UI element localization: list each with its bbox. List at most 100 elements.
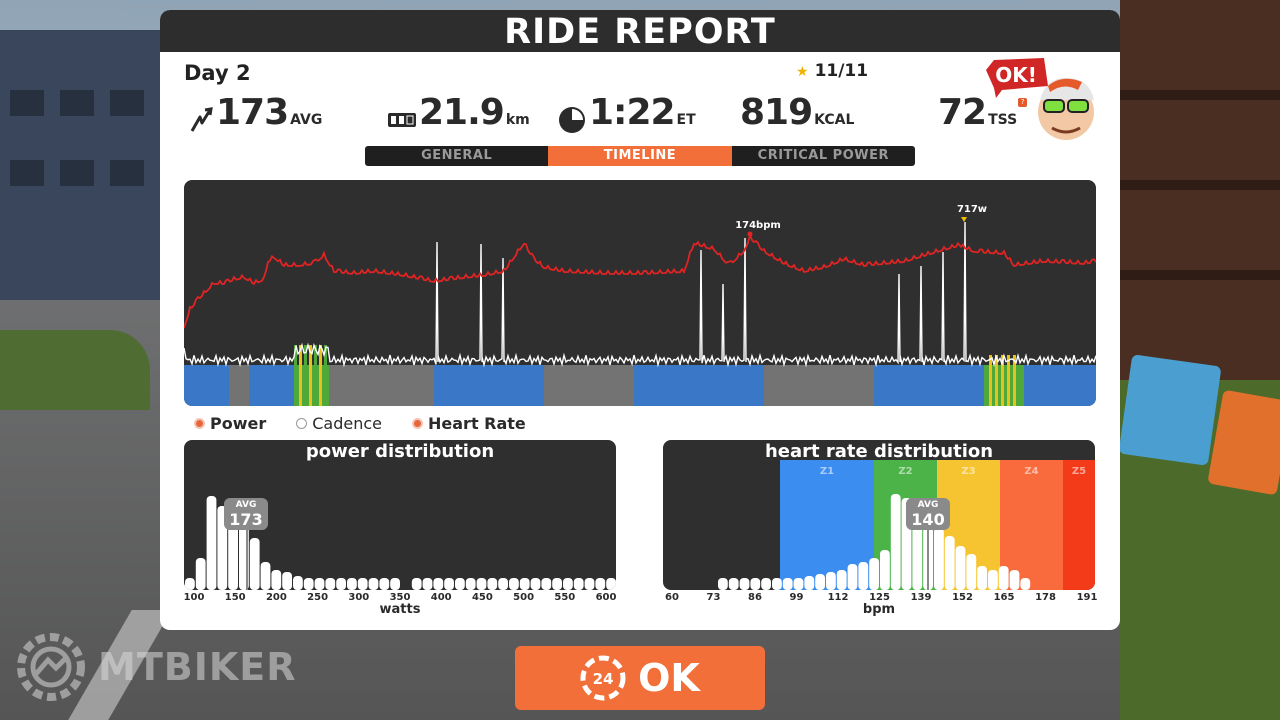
power-histogram-bar	[390, 578, 400, 590]
hr-histogram-bar	[998, 566, 1009, 590]
panel-title: RIDE REPORT	[160, 10, 1120, 52]
grass-left	[0, 330, 150, 410]
stat-tss: 72 TSS?	[938, 92, 1028, 136]
distance-value: 21.9	[419, 92, 505, 133]
ride-report-panel: RIDE REPORT Day 2 ★ 11/11 173 AVG 21.9 km 1…	[160, 10, 1120, 630]
mtbiker-watermark: MTBIKER	[14, 630, 297, 704]
hr-tick-label: 60	[665, 592, 679, 603]
zone-band	[229, 365, 249, 406]
tss-info-icon[interactable]: ?	[1018, 98, 1028, 107]
cadence-radio[interactable]	[296, 418, 308, 429]
hr-peak-marker	[747, 231, 753, 237]
hr-avg-value: 140	[911, 510, 945, 529]
power-peak-marker	[961, 217, 967, 222]
legend-heart-rate-toggle[interactable]: Heart Rate	[412, 414, 526, 433]
hr-axis-unit: bpm	[862, 602, 896, 617]
hr-zone-label: Z4	[1024, 466, 1038, 477]
zone-band	[634, 365, 764, 406]
power-tick-label: 100	[183, 592, 205, 603]
hr-histogram-bar	[944, 536, 955, 590]
hr-histogram-bar	[966, 554, 977, 590]
ok-button[interactable]: 24 OK	[515, 646, 765, 710]
hr-zone-label: Z3	[961, 466, 975, 477]
hr-histogram-bar	[793, 578, 804, 590]
hr-tick-label: 152	[952, 592, 973, 603]
zone-band	[184, 365, 229, 406]
hr-zone-band	[1063, 460, 1095, 590]
tss-unit: TSS	[988, 112, 1018, 128]
zone-stripe	[324, 345, 327, 406]
distance-unit: km	[505, 112, 530, 128]
power-axis-ticks: 100 150 200 250 300 350 400 450 500 550 600	[183, 592, 617, 604]
ride-timeline-chart[interactable]: 174bpm 717w	[184, 180, 1096, 406]
power-tick-label: 450	[471, 592, 493, 603]
power-tick-label: 550	[554, 592, 576, 603]
power-histogram-bar	[552, 578, 562, 590]
building-right	[1120, 0, 1280, 380]
hr-tick-label: 112	[827, 592, 849, 603]
hr-histogram-bar	[1009, 570, 1020, 590]
zone-stripe	[1013, 355, 1016, 406]
hr-peak-label: 174bpm	[735, 220, 781, 231]
power-histogram-bar	[422, 578, 433, 590]
power-avg-value: 173	[229, 510, 263, 529]
zone-stripe	[314, 345, 317, 406]
tab-timeline[interactable]: TIMELINE	[548, 146, 732, 166]
report-tabs: GENERAL TIMELINE CRITICAL POWER	[365, 146, 915, 166]
power-histogram-bar	[303, 578, 314, 590]
zone-stripe	[319, 345, 322, 406]
legend-cadence-label: Cadence	[312, 414, 383, 433]
hr-histogram-bar	[739, 578, 750, 590]
elapsed-time-value: 1:22	[589, 92, 676, 133]
hr-tick-label: 86	[748, 592, 762, 603]
power-histogram-bar	[563, 578, 573, 590]
legend-cadence-toggle[interactable]: Cadence	[296, 414, 382, 433]
power-histogram-bar	[530, 578, 541, 590]
power-histogram-bar	[487, 578, 498, 590]
power-histogram-bar	[347, 578, 357, 590]
heart-rate-radio[interactable]	[412, 418, 424, 429]
zone-stripe	[1001, 355, 1004, 406]
power-tick-label: 600	[595, 592, 617, 603]
zone-stripe	[309, 345, 312, 406]
tab-general[interactable]: GENERAL	[365, 146, 549, 166]
power-tick-label: 350	[389, 592, 411, 603]
power-radio[interactable]	[194, 418, 205, 429]
stat-calories: 819 KCAL	[740, 92, 854, 136]
hr-tick-label: 125	[869, 592, 890, 603]
watermark-text: MTBIKER	[98, 645, 297, 689]
hr-histogram-bar	[761, 578, 771, 590]
stat-distance: 21.9 km	[387, 92, 530, 136]
hr-histogram-bar	[728, 578, 739, 590]
elapsed-time-unit: ET	[676, 112, 696, 128]
stars-collected: ★ 11/11	[796, 61, 868, 81]
hr-histogram-bar	[772, 578, 782, 590]
power-histogram-bar	[433, 578, 444, 590]
power-histogram-bar	[455, 578, 465, 590]
calories-unit: KCAL	[814, 112, 855, 128]
hr-distribution-title: heart rate distribution	[764, 441, 994, 462]
power-tick-label: 150	[224, 592, 246, 603]
power-axis-unit: watts	[379, 602, 421, 617]
power-histogram-bar	[379, 578, 390, 590]
legend-heart-rate-label: Heart Rate	[428, 414, 526, 433]
power-distribution-title: power distribution	[305, 441, 495, 462]
zone-stripe	[989, 355, 992, 406]
stars-count: 11/11	[814, 61, 869, 81]
power-histogram-bar	[411, 578, 422, 590]
ok-button-label: OK	[638, 656, 700, 700]
tss-value: 72	[938, 92, 987, 133]
tab-critical-power[interactable]: CRITICAL POWER	[731, 146, 915, 166]
power-histogram	[185, 496, 616, 590]
zone-stripe	[1007, 355, 1010, 406]
power-tick-label: 400	[430, 592, 452, 603]
power-histogram-bar	[606, 578, 616, 590]
power-histogram-bar	[293, 576, 303, 590]
timeline-legend: Power Cadence Heart Rate	[194, 414, 526, 433]
zone-stripe	[304, 345, 307, 406]
heart-rate-distribution-chart: Z1 Z2 Z3 Z4 Z5 heart rate distribution AVG 1…	[663, 440, 1097, 617]
hr-histogram-bar	[890, 494, 901, 590]
legend-power-toggle[interactable]: Power	[194, 414, 266, 433]
power-histogram-bar	[325, 578, 336, 590]
hr-histogram-bar	[955, 546, 966, 590]
